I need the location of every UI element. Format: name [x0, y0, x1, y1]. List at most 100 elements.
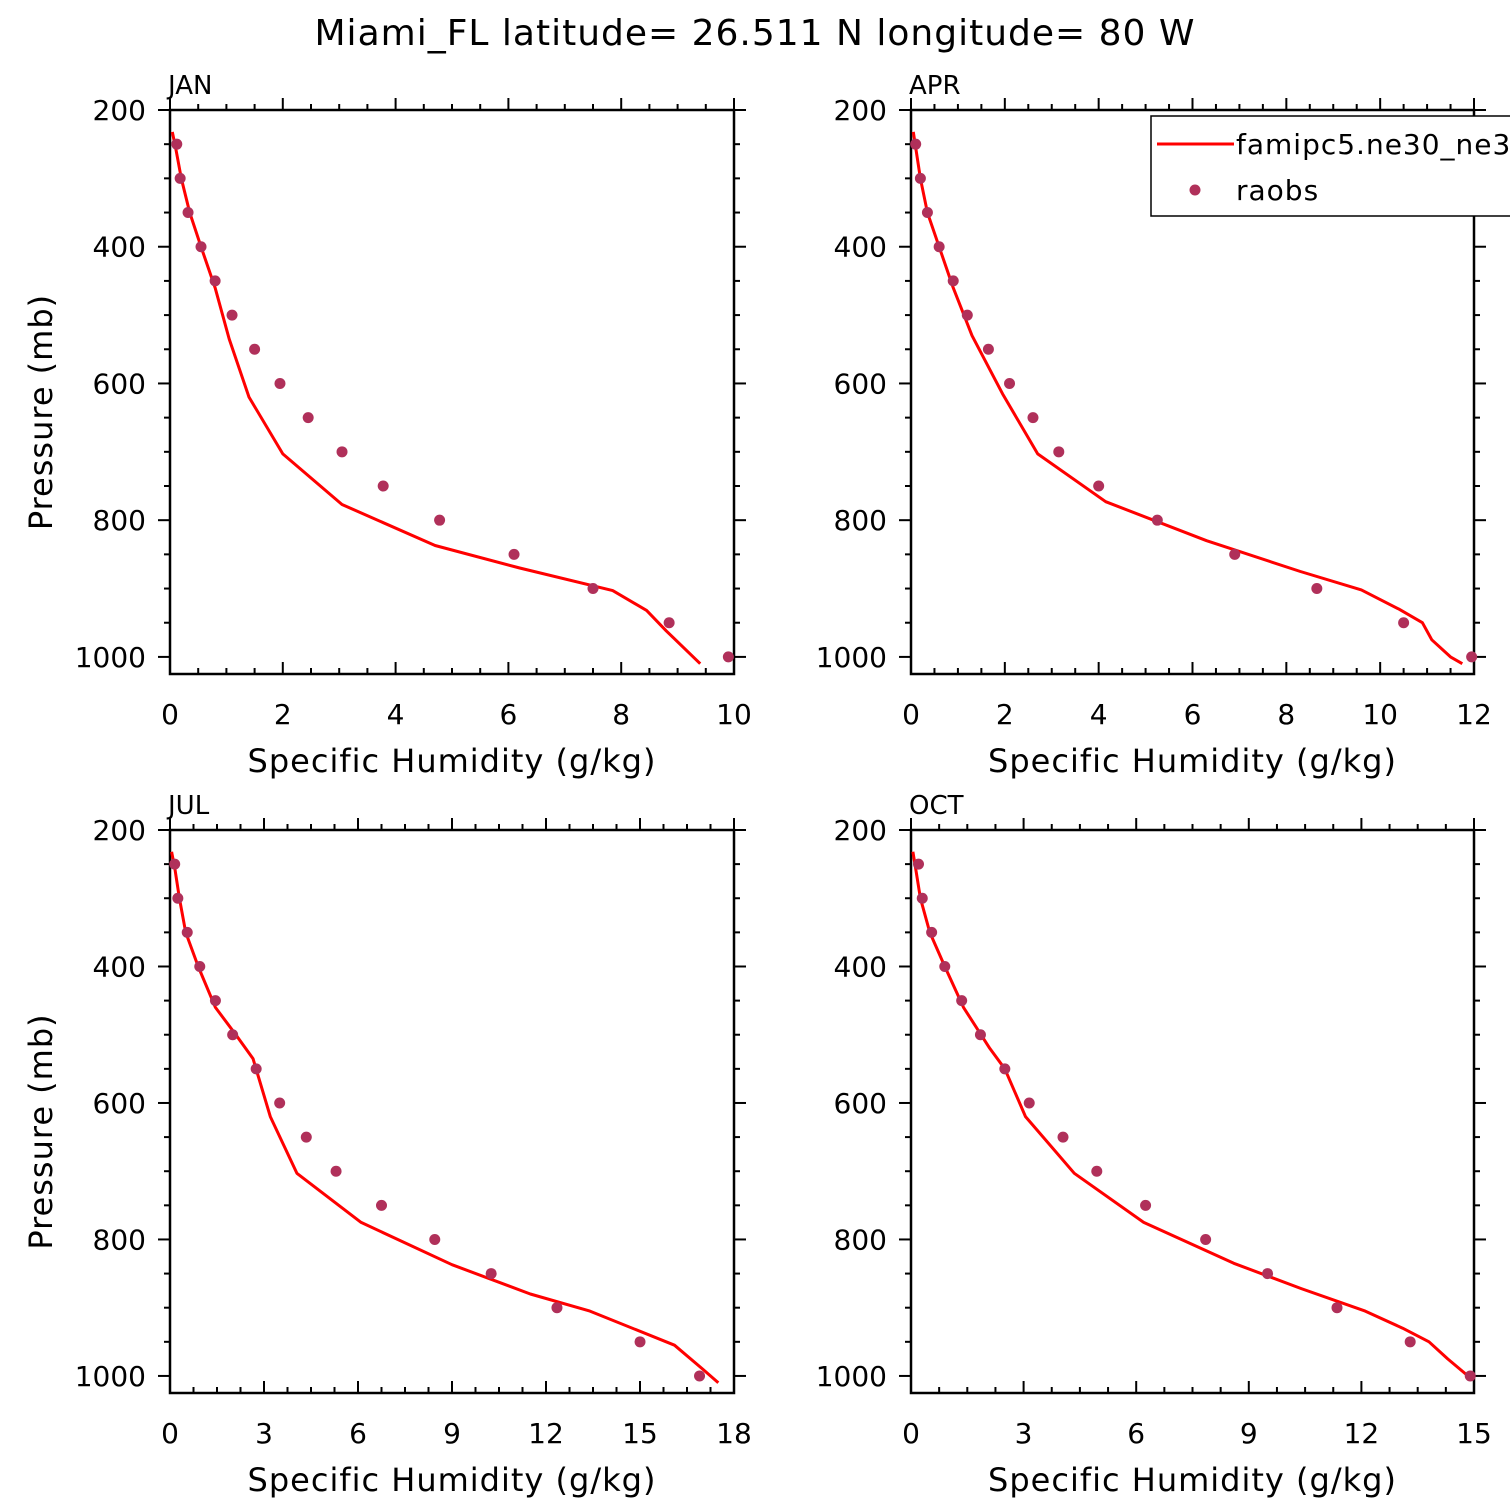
- y-tick-label: 800: [93, 504, 146, 537]
- obs-point: [1200, 1233, 1212, 1245]
- obs-point: [910, 138, 922, 150]
- obs-point: [982, 343, 994, 355]
- obs-point: [933, 241, 945, 253]
- obs-point: [694, 1370, 706, 1382]
- obs-point: [1093, 480, 1105, 492]
- obs-point: [182, 207, 194, 219]
- obs-point: [174, 172, 186, 184]
- obs-point: [939, 960, 951, 972]
- x-tick-label: 10: [716, 698, 752, 731]
- obs-point: [209, 995, 221, 1007]
- x-tick-label: 6: [1127, 1417, 1145, 1450]
- obs-point: [634, 1336, 646, 1348]
- x-tick-label: 10: [1362, 698, 1398, 731]
- obs-point: [300, 1131, 312, 1143]
- obs-point: [226, 309, 238, 321]
- x-axis-label: Specific Humidity (g/kg): [988, 742, 1397, 780]
- obs-point: [485, 1268, 497, 1280]
- obs-point: [1091, 1165, 1103, 1177]
- obs-point: [974, 1029, 986, 1041]
- x-tick-label: 18: [716, 1417, 752, 1450]
- plot-frame: [168, 108, 736, 676]
- legend-obs-swatch: [1189, 184, 1201, 196]
- obs-point: [429, 1233, 441, 1245]
- model-line: [911, 131, 1464, 665]
- panel-apr: 0 2 4 6 8 10 12 200 400 600 800 1000 APR Specific Hum…: [816, 71, 1492, 780]
- legend-model-label: famipc5.ne30_ne30: [1236, 128, 1510, 161]
- obs-point: [961, 309, 973, 321]
- y-tick-label: 800: [834, 1223, 887, 1256]
- obs-point: [434, 514, 446, 526]
- obs-point: [1311, 583, 1323, 595]
- obs-point: [587, 583, 599, 595]
- x-tick-label: 12: [528, 1417, 564, 1450]
- panel-jan: 0 2 4 6 8 10 200 400 600 800 1000 JAN Specific Humid…: [22, 71, 752, 780]
- obs-point: [274, 377, 286, 389]
- obs-point: [171, 138, 183, 150]
- obs-point: [921, 207, 933, 219]
- y-tick-label: 1000: [816, 641, 887, 674]
- obs-point: [250, 1063, 262, 1075]
- obs-point: [1053, 446, 1065, 458]
- obs-point: [1466, 651, 1478, 663]
- y-tick-label: 1000: [75, 1360, 146, 1393]
- obs-point: [1464, 1370, 1476, 1382]
- obs-point: [1027, 412, 1039, 424]
- x-axis-label: Specific Humidity (g/kg): [988, 1461, 1397, 1499]
- x-tick-label: 12: [1456, 698, 1492, 731]
- obs-point: [195, 241, 207, 253]
- x-axis-label: Specific Humidity (g/kg): [248, 1461, 657, 1499]
- panel-label: JUL: [166, 791, 210, 821]
- x-tick-label: 6: [499, 698, 517, 731]
- obs-point: [1004, 377, 1016, 389]
- x-tick-label: 15: [1456, 1417, 1492, 1450]
- model-line: [911, 851, 1474, 1381]
- x-tick-label: 4: [1090, 698, 1108, 731]
- obs-point: [1140, 1199, 1152, 1211]
- panel-jul: 0 3 6 9 12 15 18 200 400 600 800 1000 JUL Specific Hu…: [22, 791, 752, 1499]
- model-line: [170, 851, 720, 1384]
- y-tick-label: 1000: [816, 1360, 887, 1393]
- panel-oct: 0 3 6 9 12 15 200 400 600 800 1000 OCT Specific Humi…: [816, 791, 1492, 1499]
- x-tick-label: 0: [161, 1417, 179, 1450]
- obs-point: [1398, 617, 1410, 629]
- x-tick-label: 9: [1240, 1417, 1258, 1450]
- y-tick-label: 200: [834, 94, 887, 127]
- y-axis-label: Pressure (mb): [22, 294, 60, 530]
- obs-point: [227, 1029, 239, 1041]
- obs-point: [274, 1097, 286, 1109]
- y-tick-label: 600: [834, 367, 887, 400]
- y-tick-label: 1000: [75, 641, 146, 674]
- y-axis-label: Pressure (mb): [22, 1013, 60, 1249]
- y-tick-label: 600: [93, 1087, 146, 1120]
- obs-point: [914, 172, 926, 184]
- obs-point: [302, 412, 314, 424]
- x-tick-label: 3: [255, 1417, 273, 1450]
- obs-point: [169, 858, 181, 870]
- panel-label: APR: [909, 71, 961, 101]
- x-tick-label: 2: [996, 698, 1014, 731]
- obs-point: [172, 892, 184, 904]
- obs-point: [1151, 514, 1163, 526]
- x-tick-label: 2: [274, 698, 292, 731]
- y-tick-label: 400: [93, 950, 146, 983]
- y-tick-label: 600: [93, 367, 146, 400]
- obs-point: [1229, 548, 1241, 560]
- obs-point: [181, 926, 193, 938]
- obs-point: [336, 446, 348, 458]
- obs-point: [1023, 1097, 1035, 1109]
- y-tick-label: 400: [93, 231, 146, 264]
- x-tick-label: 12: [1344, 1417, 1380, 1450]
- x-tick-label: 0: [902, 698, 920, 731]
- x-tick-label: 6: [1184, 698, 1202, 731]
- obs-point: [1331, 1302, 1343, 1314]
- model-line: [170, 131, 702, 665]
- panel-label: OCT: [909, 791, 964, 821]
- obs-point: [551, 1302, 563, 1314]
- obs-point: [999, 1063, 1011, 1075]
- obs-point: [194, 960, 206, 972]
- x-tick-label: 8: [1277, 698, 1295, 731]
